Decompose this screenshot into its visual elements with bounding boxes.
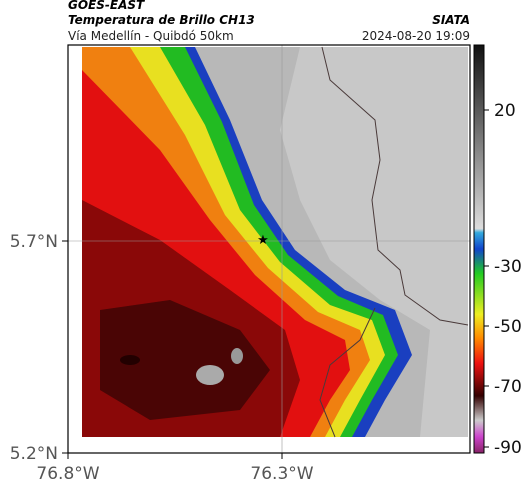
colorbar [473,44,485,454]
channel: Temperatura de Brillo CH13 [68,13,255,27]
colorbar-ticks [484,109,489,448]
city-marker: ★ [257,233,269,248]
axis-ticks [62,240,283,459]
map-frame [67,44,471,454]
lon-label: 76.8°W [36,464,99,484]
colorbar-label: -50 [494,317,522,337]
location: Vía Medellín - Quibdó 50km [68,29,234,43]
colorbar-label: -30 [494,257,522,277]
boundaries [319,46,469,438]
lat-label: 5.2°N [10,444,58,464]
lon-label: 76.3°W [250,464,313,484]
colorbar-label: -70 [494,377,522,397]
grid-lines [68,45,470,453]
satellite-image [82,47,468,437]
colorbar-label: -90 [494,438,522,458]
lat-label: 5.7°N [10,232,58,252]
datetime: 2024-08-20 19:09 [362,29,470,43]
source: SIATA [432,13,470,27]
product: GOES-EAST [68,0,145,12]
colorbar-label: 20 [494,101,516,121]
